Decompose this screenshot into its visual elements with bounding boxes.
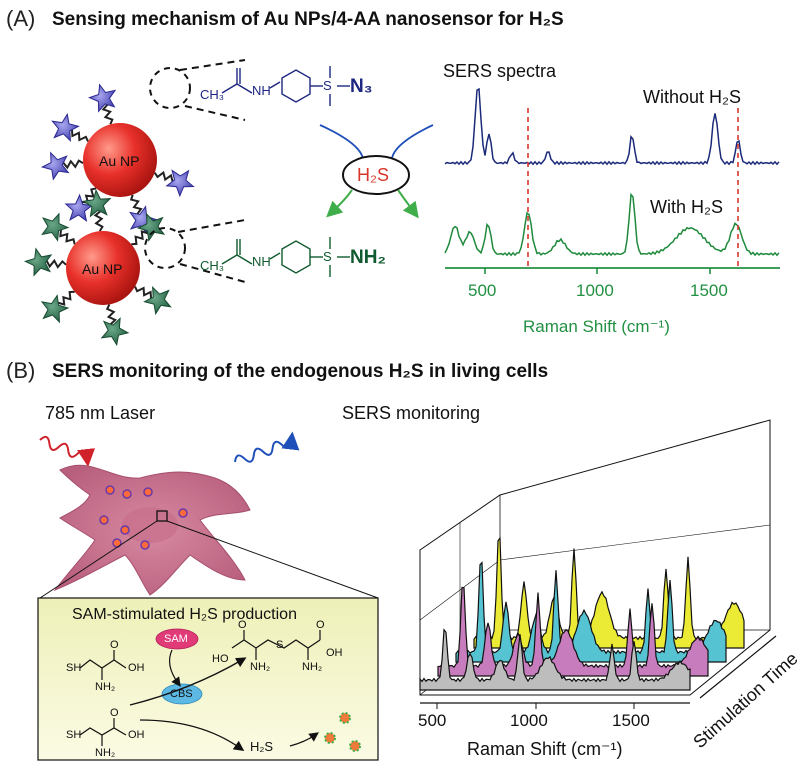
spectrum-without-h2s [444,87,780,166]
chem-nh2-1: NH₂ [95,681,116,693]
chem-oh-1: OH [128,662,145,674]
nanosensor-dot [143,487,153,497]
waterfall-layer-1 [419,628,691,691]
nanosensor-dot [178,508,188,518]
linker [153,170,174,183]
panel-a-letter: (A) [6,6,36,31]
sam-label: SAM [164,633,188,645]
a-xtick-1500: 1500 [690,281,728,300]
nanoparticle-bottom [23,188,246,347]
nanosensor-dot [99,515,109,525]
nanosensor-dot [122,489,132,499]
spectra-title: SERS spectra [443,61,557,81]
a-xtick-1000: 1000 [576,281,614,300]
reporter-star [40,294,70,324]
chem-bottom-nh: NH [252,254,271,269]
chem-sh-1: SH [66,662,82,674]
chem-oh-3: OH [326,647,343,659]
scattered-wave [234,431,300,463]
laser-label: 785 nm Laser [45,403,156,423]
chem-bottom-s: S [323,249,332,264]
linker [56,290,75,306]
spectrum-with-h2s [444,192,780,257]
linker [61,159,84,170]
nanosensor-particle [349,740,361,752]
nanosensor-dot [140,540,150,550]
sam-inset-box [37,597,379,761]
chem-oh-2: OH [128,729,145,741]
linker [93,209,104,232]
nanosensor-particle [339,712,351,724]
np-label-top: Au NP [99,153,140,169]
linker [134,286,153,300]
chem-o-2: O [110,707,119,719]
amine-structure [221,237,350,277]
linker [70,128,89,142]
linker [129,194,143,216]
reporter-star [165,169,195,198]
chem-nh2-4: NH₂ [302,661,323,673]
a-xtick-500: 500 [468,281,497,300]
with-h2s-label: With H₂S [650,197,723,217]
chem-o-1: O [110,639,119,651]
reporter-star [64,193,94,222]
b-xtick-1500: 1500 [612,711,650,730]
inset-title: SAM-stimulated H₂S production [72,606,297,623]
linker [131,230,150,246]
chem-o-3: O [238,619,247,631]
chem-top-nh: NH [252,83,271,98]
cbs-label: CBS [170,688,193,700]
a-xlabel: Raman Shift (cm⁻¹) [523,317,670,336]
b-xlabel: Raman Shift (cm⁻¹) [467,739,623,759]
chem-s: S [276,639,284,651]
waterfall-chart [419,419,777,709]
h2s-trigger [319,124,434,219]
waterfall-layer-4 [473,536,745,649]
reporter-star [23,247,53,277]
sers-monitoring-label: SERS monitoring [342,403,481,423]
chem-sh-2: SH [66,729,82,741]
nanosensor-particle [324,732,336,744]
np-label-bottom: Au NP [82,261,123,277]
linker [101,103,114,125]
chem-ho: HO [212,653,229,665]
panel-b-title: SERS monitoring of the endogenous H₂S in… [52,361,549,382]
chem-top-ch3: CH₃ [200,87,225,102]
reporter-star [143,286,172,316]
reporter-star [136,212,166,242]
chem-nh2-3: NH₂ [250,661,271,673]
reporter-star [51,112,80,142]
nanosensor-dot [120,525,130,535]
reporter-star [100,317,130,347]
reporter-star [82,188,112,218]
nanoparticle-top [40,59,246,235]
h2s-product-label: H₂S [250,739,274,754]
sers-spectra-chart [444,87,780,274]
laser-wave [39,435,96,468]
b-xtick-1000: 1000 [510,711,548,730]
panel-b-letter: (B) [6,358,36,383]
chem-top-n3: N₃ [350,76,373,97]
linker [45,258,67,269]
living-cell [39,464,379,599]
reporter-star [41,212,70,242]
panel-a-title: Sensing mechanism of Au NPs/4-AA nanosen… [52,9,564,30]
b-xtick-500: 500 [418,711,447,730]
without-h2s-label: Without H₂S [643,87,742,107]
nanosensor-dot [105,485,115,495]
linker [59,228,76,245]
chem-top-s: S [323,78,332,93]
azide-structure [221,66,350,106]
chem-nh2-2: NH₂ [95,747,116,759]
reporter-star [40,151,70,181]
h2s-trigger-label: H₂S [357,165,389,185]
reporter-star [87,83,117,113]
chem-o-4: O [316,619,325,631]
linker [105,303,117,326]
chem-bottom-ch3: CH₃ [200,258,225,273]
chem-bottom-nh2: NH₂ [350,247,386,268]
